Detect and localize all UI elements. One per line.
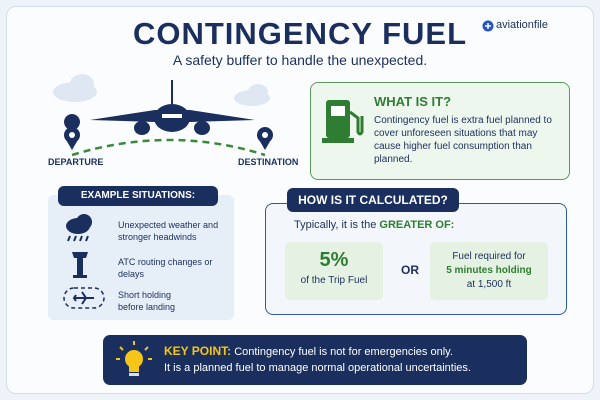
brand: aviationfile — [496, 19, 548, 31]
calc-intro: Typically, it is the GREATER OF: — [294, 219, 454, 231]
option-b-emphasis: 5 minutes holding — [446, 265, 532, 276]
option-a-value: 5% — [319, 249, 349, 271]
what-text: Contingency fuel is extra fuel planned t… — [374, 115, 552, 165]
brand-icon — [482, 20, 494, 32]
departure: DEPARTURE — [48, 157, 104, 167]
example-item: Unexpected weather and stronger headwind… — [118, 220, 219, 242]
intro: Typically, it is the — [294, 219, 377, 231]
subtitle: A safety buffer to handle the unexpected… — [172, 52, 428, 68]
option-b: Fuel required for 5 minutes holding at 1… — [430, 242, 548, 300]
key-text: Contingency fuel is not for emergencies … — [234, 346, 453, 358]
title: CONTINGENCY FUEL — [132, 16, 468, 51]
key-box — [103, 335, 527, 385]
what-box — [310, 82, 570, 180]
key-text: It is a planned fuel to manage normal op… — [164, 362, 471, 374]
example-icons — [63, 214, 105, 309]
key-line: KEY POINT: Contingency fuel is not for e… — [164, 344, 453, 358]
or: OR — [401, 263, 419, 277]
example-item: Short holding before landing — [118, 290, 176, 312]
route-illustration — [53, 74, 273, 157]
example-item: ATC routing changes or delays — [118, 257, 213, 279]
intro-emphasis: GREATER OF: — [379, 219, 455, 231]
bulb-icon — [116, 341, 152, 376]
destination: DESTINATION — [238, 157, 299, 167]
key-label: KEY POINT: — [164, 344, 232, 358]
option-a: 5% of the Trip Fuel — [285, 242, 383, 300]
calc-title: HOW IS IT CALCULATED? — [287, 188, 459, 212]
option-a-label: of the Trip Fuel — [300, 275, 368, 286]
examples-title: EXAMPLE SITUATIONS: — [58, 186, 218, 206]
what-title: WHAT IS IT? — [374, 94, 452, 109]
fuel-pump-icon — [322, 100, 364, 143]
option-b-line: at 1,500 ft — [466, 279, 512, 290]
option-b-line: Fuel required for — [452, 251, 526, 262]
